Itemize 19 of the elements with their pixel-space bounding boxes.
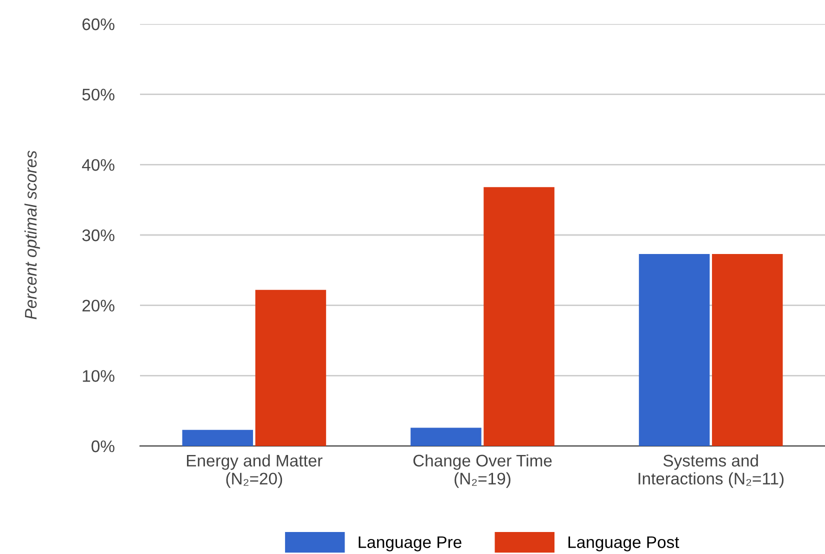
bar: [484, 187, 554, 446]
bar: [255, 290, 326, 446]
bar: [712, 254, 783, 446]
y-axis-title: Percent optimal scores: [24, 150, 40, 320]
y-tick-label: 60%: [82, 18, 114, 30]
y-tick-label: 10%: [82, 370, 114, 382]
x-tick-label: Systems and Interactions (N₂=11): [638, 454, 784, 488]
x-tick-label: Energy and Matter (N₂=20): [186, 454, 322, 488]
y-tick-label: 0%: [92, 440, 114, 452]
y-tick-label: 50%: [82, 88, 114, 101]
x-tick-label: Change Over Time (N₂=19): [413, 454, 552, 488]
y-tick-label: 30%: [82, 229, 114, 242]
y-tick-label: 20%: [82, 300, 114, 312]
y-tick-label: 40%: [82, 159, 114, 171]
legend-label: Language Post: [568, 536, 680, 552]
bar: [182, 430, 254, 446]
bar: [410, 428, 482, 446]
legend-label: Language Pre: [358, 536, 462, 552]
bar: [638, 254, 710, 446]
